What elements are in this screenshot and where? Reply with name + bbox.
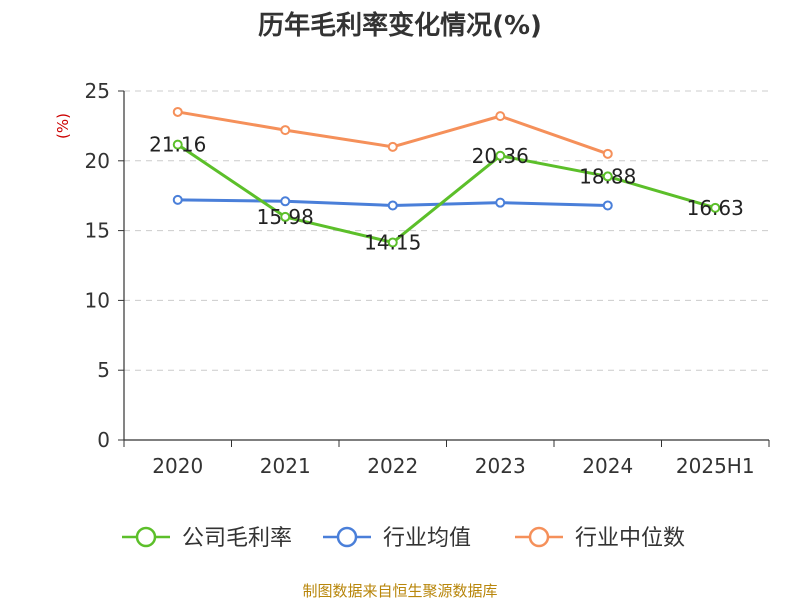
data-point	[280, 211, 291, 222]
y-tick-label: 15	[85, 219, 110, 243]
data-point	[172, 106, 183, 117]
data-label: 20.36	[472, 144, 529, 168]
x-tick-label: 2025H1	[676, 454, 755, 478]
legend-label: 公司毛利率	[182, 526, 292, 551]
x-tick-label: 2020	[152, 454, 203, 478]
y-tick-label: 20	[85, 149, 110, 173]
data-point	[495, 197, 506, 208]
x-tick-label: 2023	[475, 454, 526, 478]
legend: 公司毛利率 行业均值 行业中位数	[122, 526, 685, 551]
legend-label: 行业均值	[383, 526, 471, 551]
data-point	[602, 200, 613, 211]
data-point	[387, 141, 398, 152]
x-tick-label: 2024	[582, 454, 633, 478]
axes: 0 5 10 15 20 25 2020 2021 2022 2023 2024 2025H1	[85, 79, 770, 478]
source-note: 制图数据来自恒生聚源数据库	[302, 582, 497, 600]
y-axis-unit-label: (%)	[54, 113, 72, 139]
data-label: 15.98	[257, 205, 314, 229]
chart-title: 历年毛利率变化情况(%)	[258, 10, 542, 41]
y-tick-label: 5	[97, 358, 110, 382]
y-tick-label: 25	[85, 79, 110, 103]
data-point	[172, 194, 183, 205]
data-point	[602, 171, 613, 182]
data-point	[710, 202, 721, 213]
data-labels: 21.16 15.98 14.15 20.36 18.88 16.63	[149, 133, 744, 255]
data-point	[495, 111, 506, 122]
series-line	[176, 143, 716, 244]
data-point	[602, 148, 613, 159]
x-tick-label: 2022	[367, 454, 418, 478]
y-tick-label: 0	[97, 428, 110, 452]
data-label: 18.88	[579, 164, 636, 188]
data-point	[280, 125, 291, 136]
data-label: 14.15	[364, 230, 421, 254]
x-tick-label: 2021	[260, 454, 311, 478]
data-point	[280, 196, 291, 207]
data-point	[172, 139, 183, 150]
data-label: 16.63	[687, 196, 744, 220]
legend-marker	[528, 526, 550, 548]
data-label: 21.16	[149, 133, 206, 157]
legend-marker	[135, 526, 157, 548]
data-point	[387, 200, 398, 211]
data-point	[495, 150, 506, 161]
y-tick-label: 10	[85, 288, 110, 312]
legend-marker	[336, 526, 358, 548]
data-point	[387, 237, 398, 248]
legend-label: 行业中位数	[575, 526, 685, 551]
series-group	[172, 106, 721, 248]
grid-lines	[124, 90, 769, 371]
